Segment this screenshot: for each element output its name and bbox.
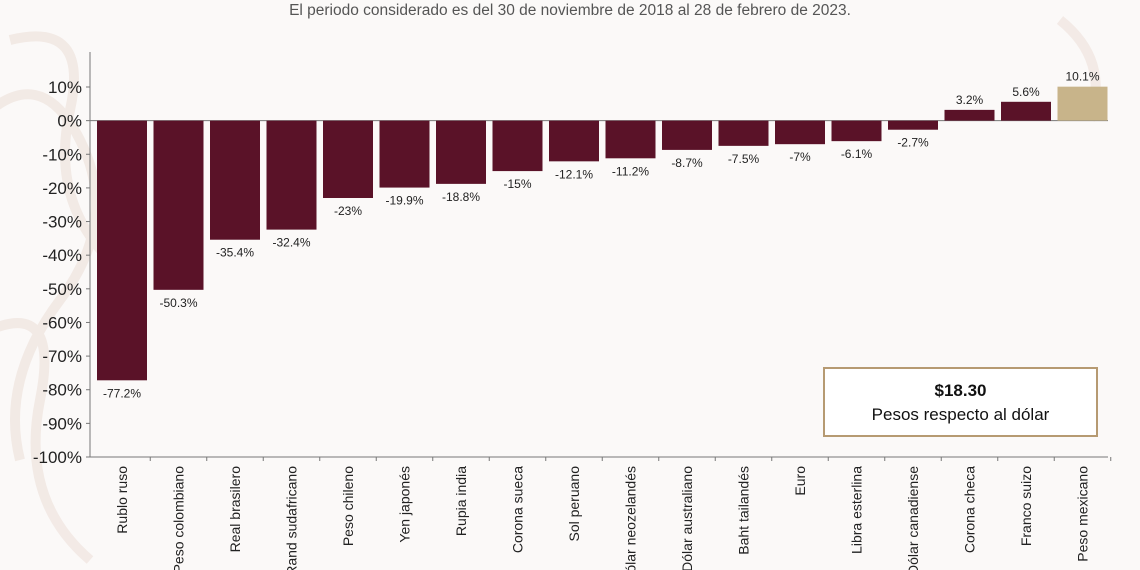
- data-label: -35.4%: [216, 246, 254, 260]
- exchange-rate-label: Pesos respecto al dólar: [871, 405, 1050, 424]
- y-tick-label: -80%: [42, 381, 82, 400]
- x-tick-label: Peso colombiano: [171, 466, 187, 570]
- data-label: -7.5%: [728, 152, 760, 166]
- bar: [944, 109, 995, 121]
- data-label: -2.7%: [897, 136, 929, 150]
- y-tick-label: -60%: [42, 313, 82, 332]
- x-tick-label: Peso mexicano: [1075, 466, 1091, 562]
- bar: [97, 120, 147, 381]
- x-tick-label: Yen japonés: [397, 466, 413, 543]
- y-tick-label: -40%: [42, 246, 82, 265]
- bar: [379, 120, 430, 188]
- x-tick-label: Rupia india: [453, 466, 469, 536]
- exchange-rate-value: $18.30: [934, 381, 987, 400]
- y-tick-label: -20%: [42, 179, 82, 198]
- y-tick-label: -90%: [42, 414, 82, 433]
- bar: [1057, 86, 1108, 121]
- data-label: -8.7%: [671, 156, 703, 170]
- x-tick-label: Dólar neozelandés: [623, 466, 639, 570]
- data-label: -15%: [503, 177, 531, 191]
- data-label: -77.2%: [103, 386, 141, 400]
- bar: [1001, 101, 1051, 121]
- x-tick-label: Corona checa: [962, 466, 978, 553]
- chart-subtitle: El periodo considerado es del 30 de novi…: [289, 2, 851, 19]
- data-label: -18.8%: [442, 190, 480, 204]
- x-tick-label: Dólar canadiense: [905, 466, 921, 570]
- x-tick-label: Baht tailandés: [736, 466, 752, 555]
- y-tick-label: -30%: [42, 213, 82, 232]
- y-tick-label: -10%: [42, 145, 82, 164]
- data-label: -50.3%: [159, 296, 197, 310]
- x-tick-label: Peso chileno: [340, 466, 356, 546]
- x-tick-label: Libra esterlina: [849, 466, 865, 554]
- data-label: 3.2%: [956, 93, 984, 107]
- bar: [662, 120, 712, 150]
- bar: [831, 120, 882, 142]
- y-tick-label: 0%: [57, 112, 82, 131]
- bar: [436, 120, 486, 184]
- bar: [718, 120, 769, 146]
- data-label: -11.2%: [612, 164, 649, 178]
- data-label: -6.1%: [841, 147, 873, 161]
- bar: [605, 120, 656, 159]
- data-label: -7%: [789, 150, 811, 164]
- y-tick-label: -70%: [42, 347, 82, 366]
- x-tick-label: Rand sudafricano: [284, 466, 300, 570]
- x-tick-label: Franco suizo: [1018, 466, 1034, 546]
- x-tick-label: Sol peruano: [566, 466, 582, 542]
- bar: [323, 120, 373, 198]
- bar: [492, 120, 543, 172]
- x-tick-label: Corona sueca: [510, 466, 526, 553]
- x-tick-label: Euro: [792, 466, 808, 496]
- bar: [153, 120, 204, 290]
- data-label: -12.1%: [555, 167, 593, 181]
- bar: [888, 120, 938, 130]
- bar: [266, 120, 317, 230]
- data-label: -23%: [334, 204, 362, 218]
- x-tick-label: Real brasilero: [227, 466, 243, 553]
- x-tick-label: Dólar australiano: [679, 466, 695, 570]
- y-tick-label: 10%: [48, 78, 82, 97]
- x-tick-label: Rublo ruso: [114, 466, 130, 534]
- data-label: 5.6%: [1012, 85, 1040, 99]
- data-label: -32.4%: [272, 236, 310, 250]
- bar: [549, 120, 599, 162]
- data-label: -19.9%: [385, 194, 423, 208]
- exchange-rate-callout: $18.30 Pesos respecto al dólar: [823, 367, 1098, 437]
- y-tick-label: -100%: [33, 448, 82, 467]
- y-tick-label: -50%: [42, 280, 82, 299]
- bar: [210, 120, 260, 240]
- data-label: 10.1%: [1065, 70, 1099, 84]
- bar: [775, 120, 825, 145]
